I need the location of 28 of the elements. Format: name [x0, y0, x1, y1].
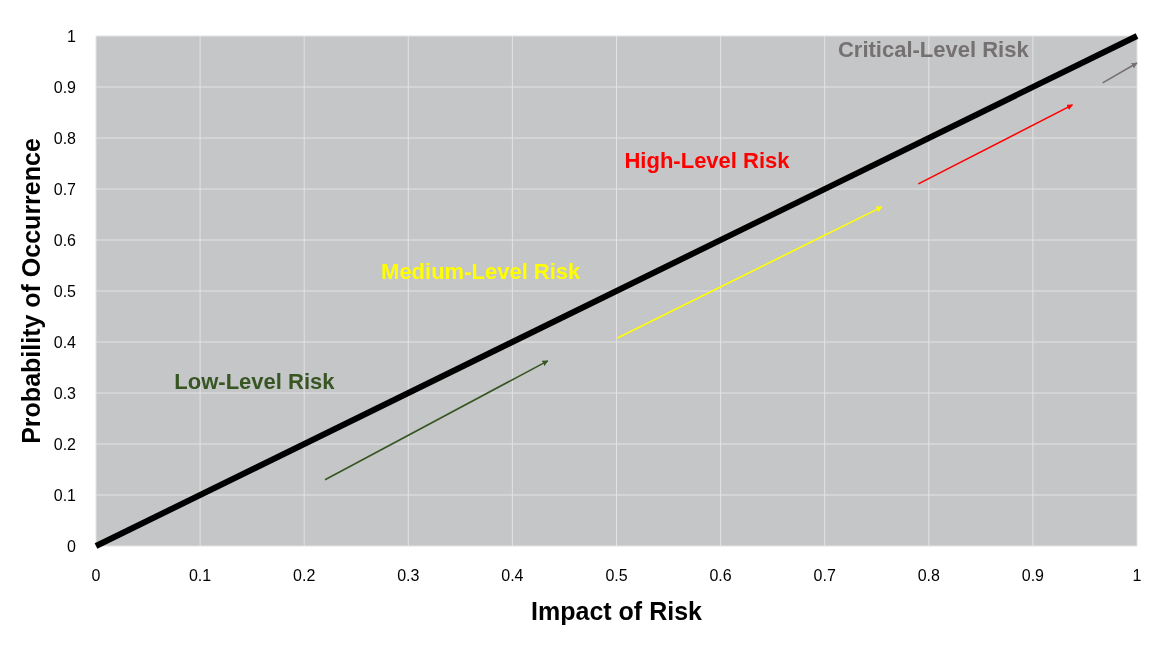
- x-axis-title: Impact of Risk: [531, 597, 703, 625]
- x-tick-label: 0.8: [917, 567, 941, 584]
- annotation: High-Level Risk: [624, 147, 791, 173]
- annotation: Critical-Level Risk: [837, 36, 1030, 62]
- y-tick-label: 0: [67, 537, 77, 555]
- x-tick-label: 0.6: [709, 567, 732, 584]
- y-tick-label: 0.7: [53, 180, 77, 198]
- x-tick-label: 0.7: [813, 567, 836, 584]
- y-tick-label: 0.2: [53, 435, 77, 453]
- y-axis-title: Probability of Occurrence: [17, 138, 45, 444]
- x-tick-label: 0.5: [605, 567, 628, 584]
- y-tick-label: 0.4: [53, 333, 77, 351]
- x-tick-label: 0.9: [1021, 567, 1045, 584]
- y-tick-label: 0.3: [53, 384, 77, 402]
- y-tick-label: 0.6: [53, 231, 77, 249]
- x-tick-label: 0: [91, 567, 101, 584]
- x-tick-label: 1: [1132, 567, 1142, 584]
- y-tick-label: 0.5: [53, 282, 77, 300]
- y-tick-label: 0.8: [53, 129, 77, 147]
- annotation: Medium-Level Risk: [381, 258, 582, 284]
- x-tick-label: 0.2: [293, 567, 316, 584]
- y-tick-label: 0.9: [53, 78, 77, 96]
- x-tick-label: 0.4: [501, 567, 524, 584]
- x-tick-label: 0.3: [397, 567, 420, 584]
- y-tick-label: 0.1: [53, 486, 77, 504]
- y-tick-label: 1: [67, 27, 77, 45]
- annotation: Low-Level Risk: [174, 369, 336, 395]
- x-tick-label: 0.1: [188, 567, 212, 584]
